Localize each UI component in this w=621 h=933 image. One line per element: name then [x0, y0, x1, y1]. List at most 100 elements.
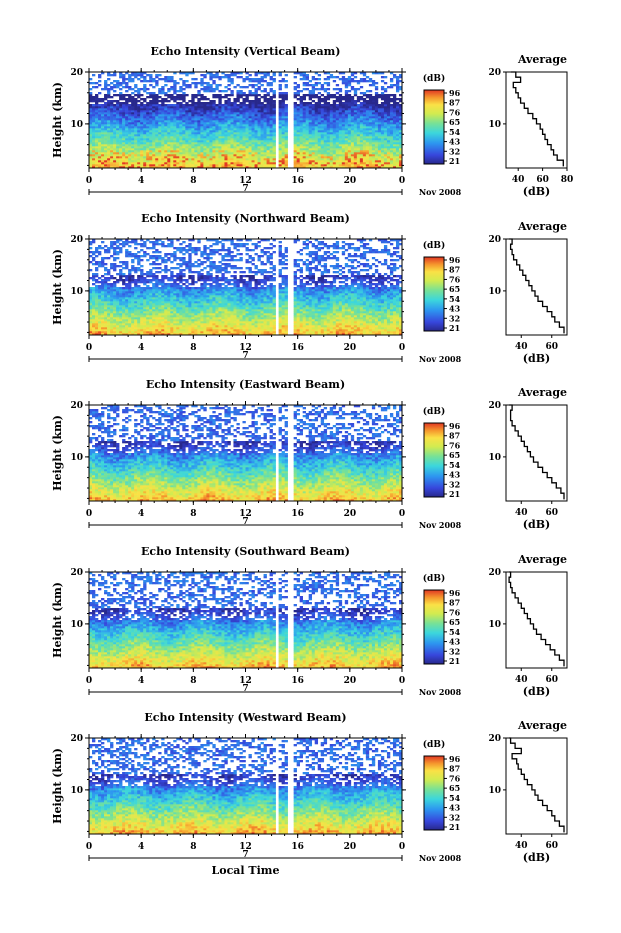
heatmap-cell: [366, 158, 369, 160]
heatmap-cell: [125, 118, 128, 120]
heatmap-cell: [384, 134, 387, 136]
heatmap-cell: [164, 146, 167, 148]
heatmap-cell: [119, 164, 122, 166]
heatmap-cell: [197, 146, 200, 148]
heatmap-cell: [146, 152, 149, 154]
heatmap-cell: [104, 140, 107, 142]
heatmap-cell: [200, 110, 203, 112]
heatmap-cell: [149, 329, 152, 331]
heatmap-cell: [176, 154, 179, 156]
heatmap-cell: [161, 156, 164, 158]
heatmap-cell: [351, 321, 354, 323]
heatmap-cell: [158, 152, 161, 154]
heatmap-cell: [369, 108, 372, 110]
heatmap-cell: [110, 156, 113, 158]
heatmap-cell: [294, 140, 297, 142]
heatmap-cell: [279, 327, 282, 329]
heatmap-cell: [194, 142, 197, 144]
heatmap-cell: [107, 116, 110, 118]
heatmap-cell: [227, 158, 230, 160]
heatmap-cell: [197, 112, 200, 114]
heatmap-cell: [258, 158, 261, 160]
heatmap-cell: [270, 104, 273, 106]
heatmap-cell: [306, 323, 309, 325]
heatmap-cell: [297, 114, 300, 116]
heatmap-cell: [182, 319, 185, 321]
heatmap-cell: [221, 156, 224, 158]
heatmap-cell: [173, 158, 176, 160]
heatmap-cell: [224, 164, 227, 166]
heatmap-cell: [249, 134, 252, 136]
heatmap-cell: [149, 331, 152, 333]
heatmap-cell: [393, 102, 396, 104]
heatmap-cell: [173, 114, 176, 116]
heatmap-cell: [227, 160, 230, 162]
heatmap-cell: [324, 98, 327, 100]
heatmap-cell: [233, 128, 236, 130]
heatmap-cell: [158, 327, 161, 329]
heatmap-cell: [203, 150, 206, 152]
heatmap-cell: [285, 132, 288, 134]
heatmap-cell: [393, 154, 396, 156]
heatmap-cell: [282, 96, 285, 98]
heatmap-cell: [215, 84, 218, 86]
heatmap-cell: [149, 140, 152, 142]
heatmap-cell: [279, 144, 282, 146]
heatmap-cell: [239, 106, 242, 108]
heatmap-cell: [294, 114, 297, 116]
heatmap-cell: [149, 152, 152, 154]
heatmap-cell: [348, 331, 351, 333]
heatmap-cell: [348, 126, 351, 128]
heatmap-cell: [122, 140, 125, 142]
heatmap-cell: [378, 142, 381, 144]
heatmap-cell: [366, 162, 369, 164]
heatmap-cell: [354, 120, 357, 122]
heatmap-cell: [303, 126, 306, 128]
heatmap-cell: [173, 110, 176, 112]
heatmap-cell: [194, 156, 197, 158]
heatmap-cell: [252, 124, 255, 126]
heatmap-cell: [122, 80, 125, 82]
heatmap-cell: [321, 144, 324, 146]
heatmap-cell: [384, 156, 387, 158]
heatmap-cell: [236, 112, 239, 114]
heatmap-cell: [182, 144, 185, 146]
heatmap-cell: [255, 118, 258, 120]
heatmap-cell: [393, 130, 396, 132]
heatmap-cell: [101, 146, 104, 148]
heatmap-cell: [300, 110, 303, 112]
heatmap-cell: [390, 323, 393, 325]
heatmap-cell: [167, 90, 170, 92]
heatmap-cell: [143, 126, 146, 128]
heatmap-cell: [242, 148, 245, 150]
heatmap-cell: [206, 102, 209, 104]
heatmap-cell: [119, 158, 122, 160]
heatmap-cell: [161, 114, 164, 116]
heatmap-cell: [233, 120, 236, 122]
heatmap-cell: [107, 329, 110, 331]
heatmap-cell: [249, 327, 252, 329]
heatmap-cell: [134, 160, 137, 162]
heatmap-cell: [200, 162, 203, 164]
heatmap-cell: [303, 88, 306, 90]
heatmap-cell: [203, 88, 206, 90]
heatmap-cell: [393, 156, 396, 158]
heatmap-cell: [375, 144, 378, 146]
heatmap-cell: [140, 331, 143, 333]
heatmap-cell: [158, 118, 161, 120]
heatmap-cell: [173, 325, 176, 327]
heatmap-cell: [348, 146, 351, 148]
heatmap-cell: [300, 124, 303, 126]
heatmap-cell: [258, 98, 261, 100]
heatmap-cell: [128, 321, 131, 323]
heatmap-cell: [396, 124, 399, 126]
heatmap-cell: [375, 108, 378, 110]
heatmap-cell: [131, 327, 134, 329]
heatmap-cell: [182, 158, 185, 160]
heatmap-cell: [239, 128, 242, 130]
heatmap-cell: [252, 128, 255, 130]
heatmap-cell: [101, 152, 104, 154]
heatmap-cell: [170, 134, 173, 136]
heatmap-cell: [203, 128, 206, 130]
heatmap-cell: [227, 325, 230, 327]
